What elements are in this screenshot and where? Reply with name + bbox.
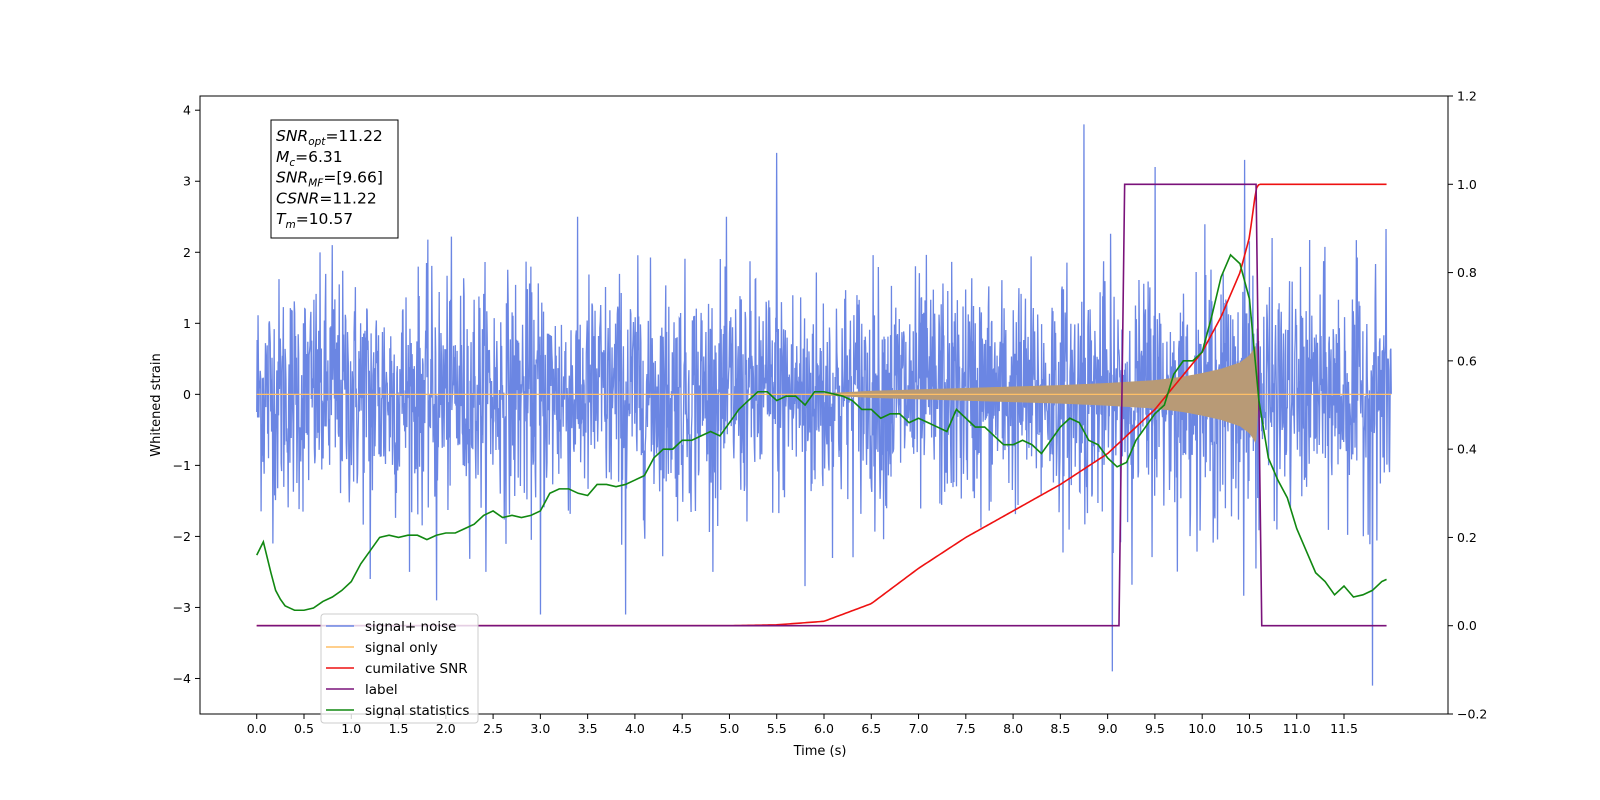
x-tick-label: 7.5 (956, 721, 976, 736)
x-tick-label: 5.0 (720, 721, 740, 736)
label-series (256, 183, 1387, 627)
x-tick-label: 11.5 (1330, 721, 1358, 736)
y-left-tick-label: 2 (183, 245, 191, 260)
y-axis-label: Whitened strain (149, 353, 164, 456)
y-right-tick-label: 0.8 (1457, 265, 1477, 280)
annotation-box: SNRopt=11.22Mc=6.31SNRMF=[9.66]CSNR=11.2… (270, 119, 399, 239)
annotation-frame (270, 119, 399, 239)
x-axis: 0.0 0.5 1.0 1.5 2.0 2.5 3.0 3.5 4.0 4.5 5.0 5.5 6.0 6… (247, 714, 1358, 736)
annotation-line: CSNR=11.22 (276, 189, 377, 207)
x-tick-label: 5.5 (767, 721, 787, 736)
x-tick-label: 3.0 (530, 721, 550, 736)
x-tick-label: 4.5 (672, 721, 692, 736)
y-left-tick-label: −1 (173, 458, 191, 473)
y-left-tick-label: 0 (183, 387, 191, 402)
annotation-line: Tm=10.57 (276, 210, 353, 231)
label-line (256, 183, 1387, 627)
x-tick-label: 9.5 (1145, 721, 1165, 736)
x-tick-label: 8.5 (1050, 721, 1070, 736)
x-tick-label: 8.0 (1003, 721, 1023, 736)
x-tick-label: 0.5 (294, 721, 314, 736)
y-right-tick-label: 1.0 (1457, 177, 1477, 192)
y-right-tick-label: 0.2 (1457, 530, 1477, 545)
y-right-tick-label: 0.0 (1457, 618, 1477, 633)
x-tick-label: 6.0 (814, 721, 834, 736)
signal-statistics-series (256, 253, 1387, 612)
legend: signal+ noise signal only cumilative SNR la… (320, 613, 479, 724)
y-right-tick-label: 0.4 (1457, 442, 1477, 457)
x-tick-label: 7.0 (909, 721, 929, 736)
x-tick-label: 1.0 (341, 721, 361, 736)
x-tick-label: 10.5 (1236, 721, 1264, 736)
x-tick-label: 6.5 (861, 721, 881, 736)
legend-label: signal only (365, 640, 438, 656)
x-tick-label: 2.5 (483, 721, 503, 736)
y-axis-left: 4 3 2 1 0 −1 −2 −3 −4 (173, 103, 200, 686)
x-tick-label: 11.0 (1283, 721, 1311, 736)
x-tick-label: 3.5 (578, 721, 598, 736)
y-left-tick-label: −3 (173, 600, 191, 615)
y-axis-right: 1.2 1.0 0.8 0.6 0.4 0.2 0.0 −0.2 (1448, 89, 1487, 722)
x-axis-label: Time (s) (793, 744, 847, 759)
y-right-tick-label: 1.2 (1457, 89, 1477, 104)
x-tick-label: 10.0 (1188, 721, 1216, 736)
y-right-tick-label: 0.6 (1457, 353, 1477, 368)
legend-label: signal+ noise (365, 619, 456, 635)
annotation-line: SNRopt=11.22 (276, 127, 383, 148)
x-tick-label: 4.0 (625, 721, 645, 736)
y-left-tick-label: −4 (173, 671, 191, 686)
x-tick-label: 9.0 (1098, 721, 1118, 736)
x-tick-label: 1.5 (389, 721, 409, 736)
x-tick-label: 2.0 (436, 721, 456, 736)
signal-statistics-line (256, 253, 1387, 612)
y-left-tick-label: 1 (183, 316, 191, 331)
annotation-line: Mc=6.31 (276, 148, 343, 169)
y-right-tick-label: −0.2 (1457, 707, 1487, 722)
x-tick-label: 0.0 (247, 721, 267, 736)
legend-label: signal statistics (365, 703, 469, 719)
legend-label: label (365, 682, 398, 698)
y-left-tick-label: −2 (173, 529, 191, 544)
annotation-line: SNRMF=[9.66] (276, 169, 383, 190)
legend-frame (320, 613, 479, 724)
signal-only-series (256, 345, 1392, 443)
y-left-tick-label: 3 (183, 174, 191, 189)
legend-label: cumilative SNR (365, 661, 468, 677)
y-left-tick-label: 4 (183, 103, 191, 118)
